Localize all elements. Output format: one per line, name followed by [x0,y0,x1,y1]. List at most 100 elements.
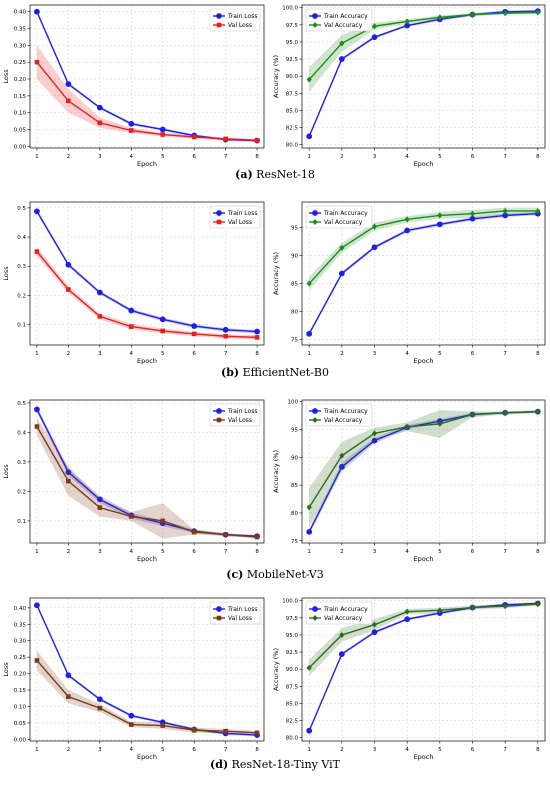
y-tick-label: 80 [291,511,298,517]
panel-caption: (c) MobileNet-V3 [0,568,550,581]
series-line-1 [308,603,538,669]
series-line-1 [36,61,258,141]
plot-frame [29,201,265,346]
y-tick-label: 95.0 [286,40,299,46]
legend-marker [216,606,222,612]
panel-caption-letter: (c) [226,568,244,581]
data-point-1 [254,534,260,540]
y-tick-label: 97.5 [286,616,299,622]
x-tick-label: 7 [503,154,507,160]
data-point-0 [191,323,198,329]
data-point-1 [535,408,541,415]
panel-caption-text: EfficientNet-B0 [239,366,330,379]
data-point-1 [339,452,345,459]
x-tick-label: 5 [438,351,442,357]
y-axis-label: Accuracy (%) [272,252,280,295]
legend-label: Train Loss [227,606,257,613]
y-tick-label: 95 [291,427,298,433]
data-point-1 [404,18,410,25]
y-tick-label: 0.35 [14,622,27,628]
panel-caption: (b) EfficientNet-B0 [0,366,550,379]
y-tick-label: 85 [291,282,298,288]
band-1 [309,11,538,92]
y-axis-label: Loss [2,464,10,479]
data-point-1 [339,631,345,638]
y-axis-label: Loss [2,266,10,281]
data-point-1 [66,478,71,484]
y-axis-label: Loss [2,662,10,677]
x-tick-label: 8 [536,549,540,555]
legend-box [305,403,373,427]
panel-caption: (a) ResNet-18 [0,168,550,181]
x-axis-label: Epoch [137,753,157,761]
data-point-0 [34,602,40,609]
data-point-0 [371,34,378,41]
x-tick-label: 2 [67,351,71,357]
x-tick-label: 1 [307,351,311,357]
x-tick-label: 6 [192,351,196,357]
x-tick-label: 4 [130,154,134,160]
y-tick-label: 97.5 [286,23,299,29]
x-tick-label: 6 [471,747,475,753]
y-tick-label: 0.15 [14,688,27,694]
y-axis-label: Loss [2,69,10,84]
x-tick-label: 8 [536,747,540,753]
x-axis-label: Epoch [137,357,157,365]
y-tick-label: 0.20 [14,77,27,83]
data-point-1 [437,607,443,614]
legend: Train Accuracy Val Accuracy [305,205,373,229]
acc-plot-2: 1 2 3 4 5 6 7 8 75 80 85 90 95 100 Epoch Accuracy (%) Tr… [272,399,546,563]
data-point-0 [306,330,313,337]
legend-label: Train Loss [227,13,257,20]
data-point-1 [66,98,71,104]
y-tick-label: 90.0 [286,667,299,673]
legend-label: Val Accuracy [324,417,363,424]
legend-marker [216,210,222,216]
plot-frame [29,4,265,149]
y-tick-label: 0.30 [14,639,27,645]
y-tick-label: 0.40 [14,606,27,612]
y-tick-label: 0.3 [17,460,26,466]
loss-plot-3: 1 2 3 4 5 6 7 8 0.00 0.05 0.10 0.15 0.20 0.25 0.30 0.35… [2,597,265,761]
data-point-1 [97,314,103,319]
data-point-0 [65,261,72,268]
data-point-0 [254,328,260,335]
series-line-1 [308,410,538,508]
legend-label: Val Loss [228,615,252,622]
data-point-1 [502,10,508,17]
y-axis-label: Accuracy (%) [272,648,280,691]
loss-plot-2: 1 2 3 4 5 6 7 8 0.1 0.2 0.3 0.4 0.5 Epoch Loss Train Lo… [2,399,265,563]
data-point-1 [191,727,197,733]
x-tick-label: 6 [192,747,196,753]
legend: Train Loss Val Loss [209,403,261,427]
legend: Train Accuracy Val Accuracy [305,403,373,427]
x-tick-label: 5 [438,747,442,753]
series-line-0 [36,210,258,333]
data-point-0 [222,326,229,333]
data-point-1 [535,601,541,608]
data-point-0 [371,629,378,636]
legend-marker [312,22,318,28]
x-tick-label: 1 [35,549,39,555]
band-0 [309,9,538,138]
panel-caption-letter: (d) [210,758,229,771]
x-tick-label: 2 [67,747,71,753]
data-point-1 [502,207,508,214]
x-tick-label: 6 [471,549,475,555]
legend-label: Val Loss [228,417,252,424]
legend-label: Train Accuracy [323,408,368,415]
legend-marker [312,210,318,216]
x-tick-label: 4 [405,747,409,753]
x-tick-label: 3 [373,747,377,753]
legend-marker [216,417,222,423]
x-tick-label: 3 [373,154,377,160]
data-point-0 [338,651,345,658]
x-tick-label: 2 [340,154,344,160]
y-tick-label: 0.10 [14,111,27,117]
data-point-0 [371,244,378,251]
legend-label: Train Loss [227,408,257,415]
legend-marker [216,408,222,414]
data-point-1 [160,132,166,137]
y-tick-label: 80.0 [286,736,299,742]
